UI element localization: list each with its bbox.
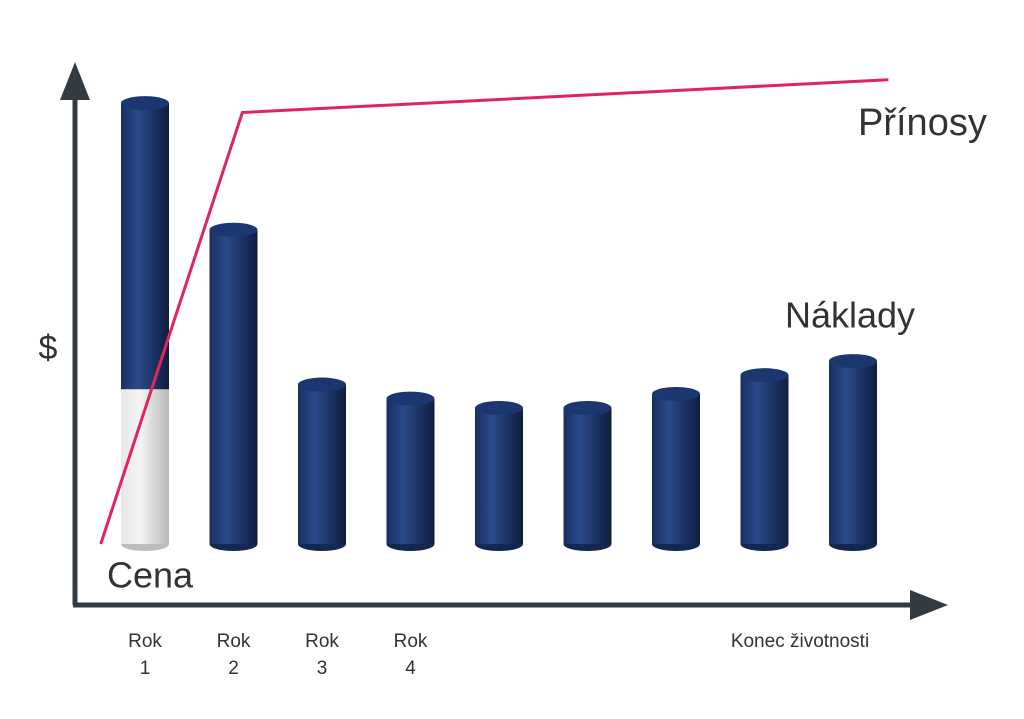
bar [563, 408, 612, 545]
x-tick-label: Rok 4 [393, 631, 428, 679]
bar [386, 398, 435, 545]
bar [121, 103, 169, 390]
bar [475, 408, 523, 545]
bar-cap [829, 354, 877, 369]
bar-cap [563, 401, 612, 416]
x-tick-label: Rok 2 [216, 631, 251, 679]
bar-cap [475, 401, 523, 416]
bar [829, 361, 877, 545]
bar-cap [652, 386, 700, 401]
y-axis-label: $ [39, 329, 58, 367]
bar-cap [386, 391, 435, 406]
bar [740, 375, 789, 545]
bar [121, 389, 169, 545]
x-tick-label: Rok 1 [128, 631, 162, 679]
bar-cap [209, 222, 258, 237]
x-axis-arrow [910, 590, 948, 620]
y-axis-arrow [60, 62, 90, 100]
benefit-line [99, 78, 889, 545]
series-label: Náklady [785, 295, 915, 336]
x-tick-label: Rok 3 [305, 631, 339, 679]
bar-cap [740, 368, 789, 383]
bar [209, 229, 258, 545]
series-label: Přínosy [858, 102, 987, 144]
x-tick-label: Konec životnosti [730, 631, 870, 652]
bar-cap [298, 377, 346, 392]
bar [652, 393, 700, 545]
bar [298, 384, 346, 545]
series-label: Cena [107, 555, 194, 596]
bar-cap [121, 96, 169, 111]
